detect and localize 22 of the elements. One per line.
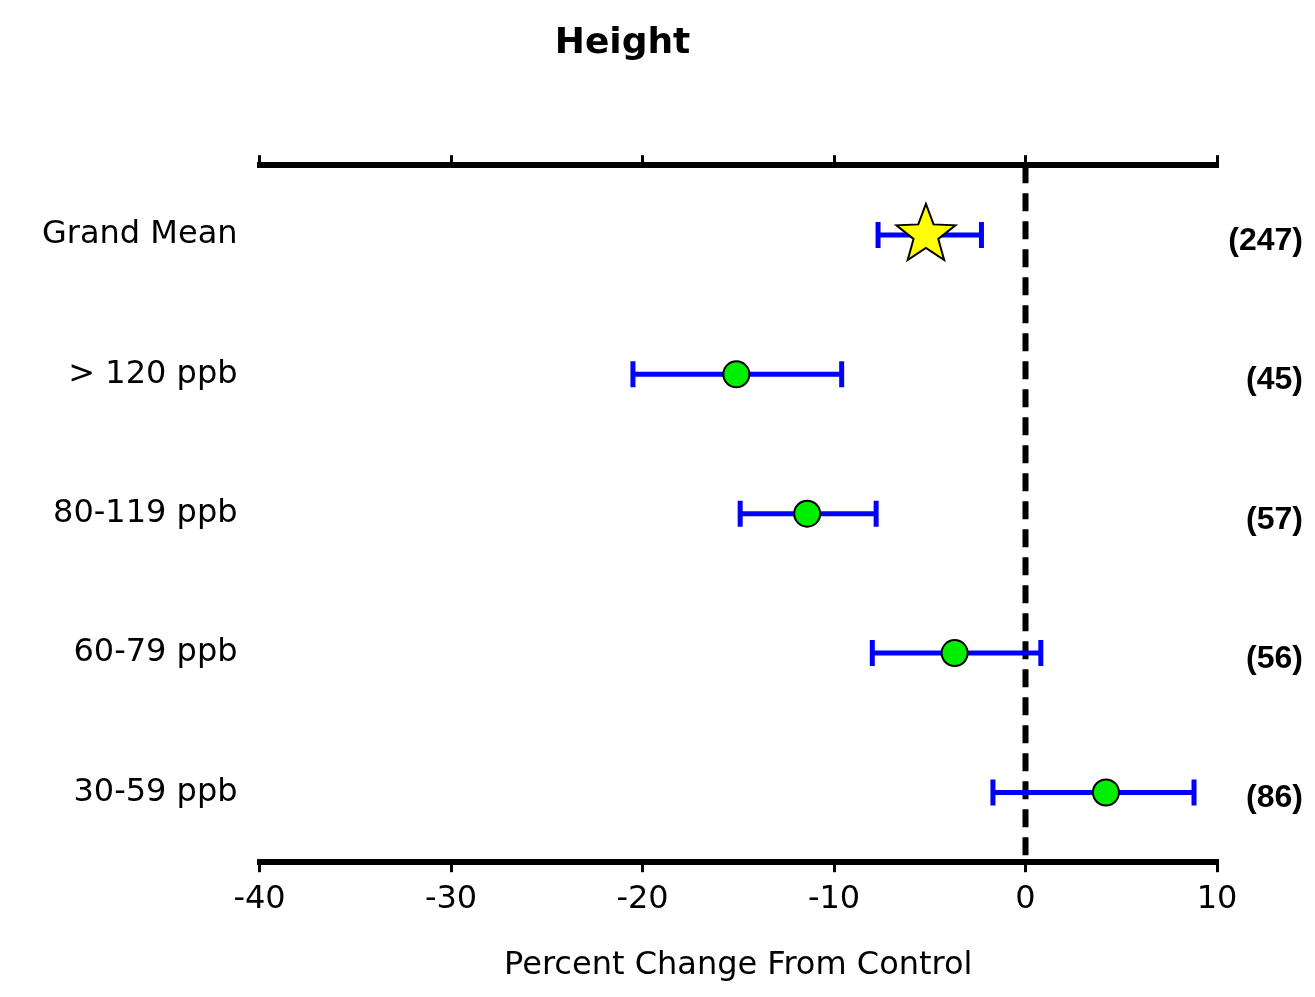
x-axis-title: Percent Change From Control [504, 944, 973, 983]
x-tick-label: -30 [424, 877, 478, 916]
y-tick-label: Grand Mean [42, 213, 238, 252]
text: (57) [1246, 499, 1303, 536]
point [1091, 778, 1120, 807]
point [722, 360, 751, 389]
y-tick-label: 80-119 ppb [53, 492, 238, 531]
x-tick-label: -20 [616, 877, 669, 916]
y-tick-label: 60-79 ppb [73, 631, 238, 670]
point [793, 499, 822, 528]
text: (45) [1246, 360, 1303, 397]
x-tick-label: 10 [1196, 877, 1238, 916]
x-tick-label: -40 [233, 877, 286, 916]
text: (247) [1228, 220, 1303, 257]
point [940, 639, 969, 668]
x-tick-label: -10 [807, 877, 861, 916]
text: (56) [1246, 638, 1303, 675]
chart-title: Height [554, 19, 691, 61]
y-tick-label: 30-59 ppb [73, 770, 238, 809]
text: (86) [1246, 778, 1303, 815]
x-tick-label: 0 [1015, 877, 1036, 916]
y-tick-label: > 120 ppb [68, 352, 238, 391]
